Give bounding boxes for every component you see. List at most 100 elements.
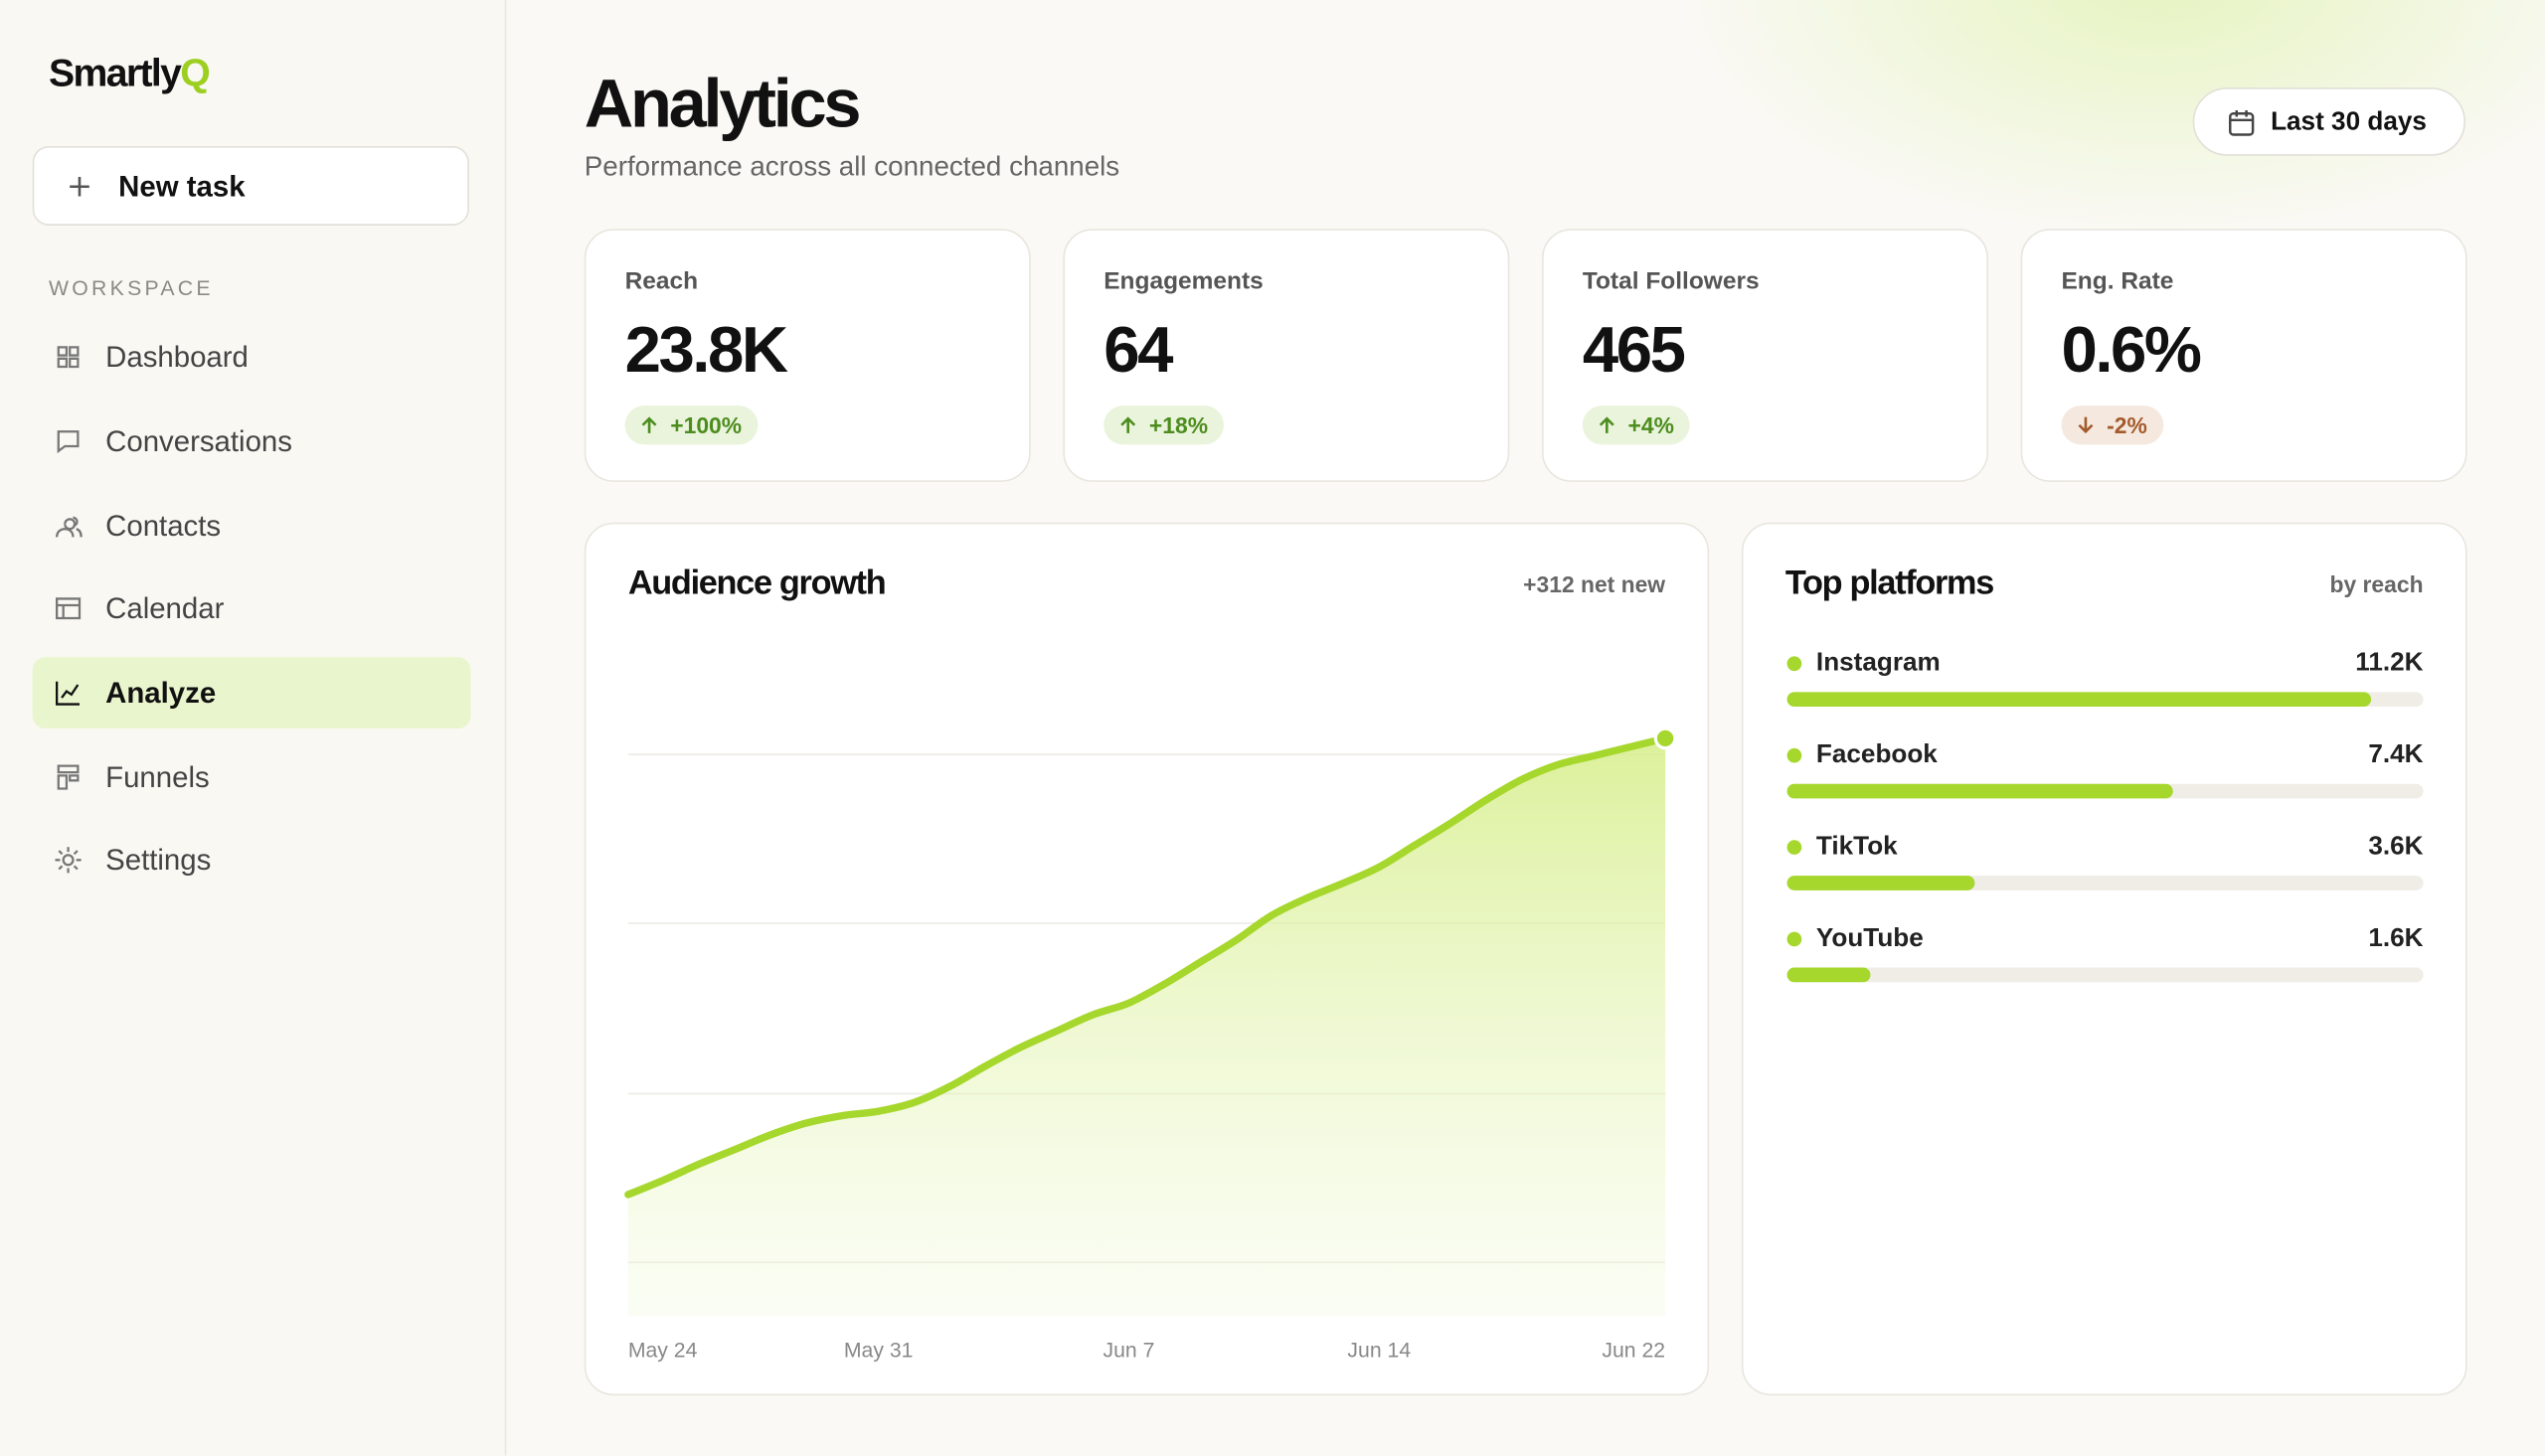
nav-item[interactable]: Conversations — [33, 405, 471, 477]
line — [624, 734, 1669, 1199]
logo[interactable]: SmartlyQ — [48, 52, 211, 97]
nav-item[interactable]: Contacts — [33, 489, 471, 561]
x-tick-label: Jun 7 — [1103, 1340, 1155, 1363]
logo-accent: Q — [180, 52, 210, 96]
nav-icon — [57, 346, 80, 369]
value-label: 11.2K — [2355, 647, 2423, 677]
new-task-label: New task — [118, 170, 246, 204]
nav-label: Settings — [105, 844, 212, 878]
value-label: 1.6K — [2368, 922, 2423, 952]
legend-dot — [1786, 656, 1802, 672]
nav-label: Conversations — [105, 424, 292, 458]
nav-icon — [55, 516, 83, 537]
icon-shape — [55, 516, 83, 537]
nav-item[interactable]: Funnels — [33, 741, 471, 813]
bar — [1786, 692, 2372, 708]
nav-label: Dashboard — [105, 341, 249, 374]
chart-title: Audience growth — [627, 565, 887, 602]
legend-dot — [1786, 931, 1802, 947]
icon-shape — [55, 681, 80, 706]
area — [627, 737, 1666, 1317]
logo-text: Smartly — [48, 52, 182, 96]
change-label: +18% — [1148, 411, 1209, 438]
page-subtitle: Performance across all connected channel… — [584, 150, 1120, 182]
plus-icon — [70, 176, 89, 197]
x-tick-label: Jun 22 — [1602, 1340, 1665, 1363]
platform-name: Facebook — [1816, 738, 1938, 768]
icon-shape — [55, 597, 82, 620]
kpi-card: Engagements 64 +18% — [1063, 229, 1510, 482]
x-tick-label: Jun 14 — [1347, 1340, 1411, 1363]
nav-item[interactable]: Analyze — [32, 657, 471, 729]
arrow-shape — [1120, 416, 1136, 433]
calendar-icon — [2229, 110, 2255, 136]
kpi-label: Reach — [624, 267, 699, 296]
icon-shape — [57, 429, 80, 453]
nav-icon — [55, 681, 80, 706]
nav-label: Analyze — [105, 676, 217, 710]
line-chart: May 24 May 31 Jun 7 Jun 14 Jun 22 — [624, 727, 1677, 1363]
nav-icon — [55, 847, 82, 875]
nav-icon — [57, 763, 80, 790]
change-label: +100% — [670, 411, 743, 438]
kpi-label: Eng. Rate — [2061, 267, 2174, 296]
bar — [1786, 876, 1975, 890]
x-tick-label: May 31 — [844, 1340, 914, 1363]
section-label: WORKSPACE — [48, 275, 214, 301]
kpi-card: Total Followers 465 +4% — [1542, 229, 1988, 482]
nav-item[interactable]: Calendar — [33, 573, 471, 645]
page-title: Analytics — [584, 65, 862, 142]
bar — [1786, 967, 1871, 983]
bar — [1786, 783, 2173, 799]
audience-card: Audience growth +312 net new May 24 May 3… — [584, 522, 1710, 1396]
nav-item[interactable]: Settings — [33, 825, 471, 896]
platform-name: TikTok — [1816, 830, 1898, 860]
new-task-button[interactable]: New task — [32, 145, 469, 226]
kpi-label: Total Followers — [1582, 267, 1760, 296]
kpi-change: +4% — [1582, 405, 1691, 445]
kpi-value: 465 — [1582, 314, 1686, 387]
change-arrow — [2078, 416, 2094, 434]
icon-shape — [55, 847, 82, 875]
kpi-change: -2% — [2061, 405, 2164, 445]
chart-subtitle: by reach — [2329, 570, 2424, 597]
legend-dot — [1786, 747, 1802, 763]
nav-label: Calendar — [105, 592, 225, 626]
kpi-label: Engagements — [1103, 267, 1264, 296]
legend-dot — [1786, 840, 1802, 855]
end-point — [1653, 727, 1677, 750]
change-arrow — [641, 416, 657, 433]
platforms-card: Top platforms by reach Instagram 11.2K Fac… — [1741, 522, 2467, 1396]
platform-name: YouTube — [1816, 922, 1924, 952]
change-label: -2% — [2107, 411, 2147, 438]
date-range-label: Last 30 days — [2271, 108, 2427, 137]
nav-label: Contacts — [105, 508, 222, 542]
chart-title: Top platforms — [1784, 565, 1994, 602]
kpi-card: Reach 23.8K +100% — [584, 229, 1031, 482]
kpi-change: +100% — [624, 405, 759, 445]
kpi-value: 64 — [1103, 314, 1173, 387]
kpi-card: Eng. Rate 0.6% -2% — [2020, 229, 2467, 482]
kpi-value: 23.8K — [624, 314, 788, 387]
nav-label: Funnels — [105, 760, 210, 793]
icon-shape — [57, 763, 80, 790]
value-label: 7.4K — [2368, 738, 2423, 768]
nav-icon — [55, 597, 82, 620]
chart-annotation: +312 net new — [1523, 570, 1666, 597]
nav-icon — [57, 429, 80, 453]
sidebar: SmartlyQ New task WORKSPACE Dashboard Con… — [0, 0, 507, 1456]
bar-chart: Instagram 11.2K Facebook 7.4K TikTok 3.6K YouT… — [1786, 647, 2424, 983]
value-label: 3.6K — [2368, 830, 2423, 860]
change-arrow — [1120, 416, 1136, 433]
arrow-shape — [2078, 416, 2094, 434]
date-range-button[interactable]: Last 30 days — [2192, 87, 2465, 156]
change-label: +4% — [1627, 411, 1674, 438]
nav-item[interactable]: Dashboard — [33, 322, 471, 394]
platform-name: Instagram — [1816, 647, 1941, 677]
kpi-change: +18% — [1103, 405, 1225, 445]
arrow-shape — [641, 416, 657, 433]
x-tick-label: May 24 — [628, 1340, 698, 1363]
change-arrow — [1599, 416, 1614, 433]
icon-shape — [57, 346, 80, 369]
